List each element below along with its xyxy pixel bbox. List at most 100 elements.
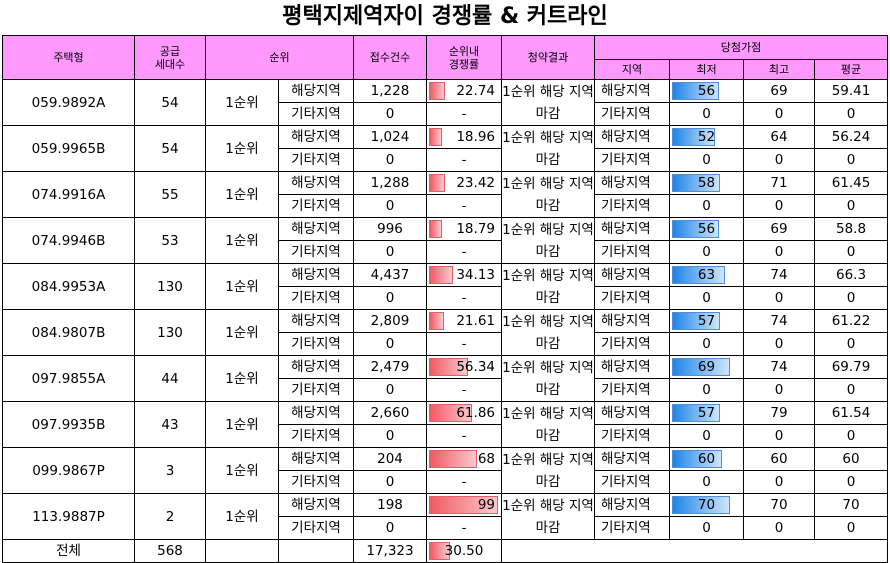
score-bar [672,174,721,192]
supply-units: 2 [134,493,206,540]
rank: 1순위 [205,493,279,540]
subscription-result: 1순위 해당 지역 마감 [501,79,595,126]
ratio-value: 99 [477,497,495,513]
subscription-result: 1순위 해당 지역 마감 [501,171,595,218]
col-header-applications: 접수건수 [353,35,427,80]
ratio-bar [429,358,469,376]
area-label: 해당지역 [278,125,354,149]
score-max: 0 [743,470,815,494]
total-row: 전체 568 17,323 30.50 [2,539,889,563]
competition-ratio: 99 [426,493,502,517]
score-region: 해당지역 [594,217,670,241]
housing-type: 097.9855A [2,355,135,402]
table-row: 059.9892A 54 1순위 해당지역 1,228 22.74 1순위 해당 지역 마감… [2,79,889,126]
supply-units: 3 [134,447,206,494]
table-row-sub: 기타지역 0- 기타지역 0 0 0 [3,148,889,172]
subscription-result: 1순위 해당 지역 마감 [501,309,595,356]
score-region: 기타지역 [594,424,670,448]
score-avg: 58.8 [813,217,889,241]
score-region: 해당지역 [594,79,670,103]
score-min-value: 56 [697,83,716,99]
score-region: 해당지역 [594,493,670,517]
score-region: 해당지역 [594,263,670,287]
area-label: 해당지역 [278,217,354,241]
score-max: 74 [743,263,815,287]
ratio-value: 34.13 [456,267,495,283]
score-bar [672,82,719,100]
housing-type: 097.9935B [2,401,135,448]
score-min: 56 [669,217,744,241]
score-min-value: 52 [697,129,716,145]
score-region: 기타지역 [594,516,670,540]
col-header-type: 주택형 [2,35,135,80]
supply-units: 130 [134,309,206,356]
score-min: 0 [669,148,744,172]
score-region: 기타지역 [594,378,670,402]
score-region: 기타지역 [594,240,670,264]
applications: 1,228 [353,79,427,103]
rank: 1순위 [205,309,279,356]
score-avg: 0 [813,516,889,540]
competition-ratio: - [426,470,502,494]
rank: 1순위 [205,447,279,494]
applications: 996 [353,217,427,241]
subscription-result: 1순위 해당 지역 마감 [501,217,595,264]
applications: 4,437 [353,263,427,287]
applications: 0 [353,148,427,172]
area-label: 해당지역 [278,355,354,379]
col-header-min: 최저 [669,59,744,80]
housing-type: 059.9965B [2,125,135,172]
table-row: 084.9807B 130 1순위 해당지역 2,809 21.61 1순위 해당 지역 마… [2,309,889,356]
ratio-bar [429,220,443,238]
score-avg: 61.22 [813,309,889,333]
score-bar [672,128,716,146]
score-avg: 59.41 [813,79,889,103]
area-label: 기타지역 [278,378,354,402]
area-label: 기타지역 [278,286,354,310]
score-region: 기타지역 [594,148,670,172]
competition-ratio: - [426,332,502,356]
score-avg: 0 [813,102,889,126]
col-header-avg: 평균 [813,59,889,80]
score-region: 해당지역 [594,171,670,195]
score-avg: 0 [813,470,889,494]
competition-ratio: 56.34 [426,355,502,379]
score-avg: 66.3 [813,263,889,287]
area-label: 해당지역 [278,493,354,517]
score-max: 0 [743,516,815,540]
table-row: 097.9855A 44 1순위 해당지역 2,479 56.34 1순위 해당 지역 마감… [2,355,889,402]
col-header-score-group: 당첨가점 [593,35,889,60]
competition-ratio: - [426,102,502,126]
housing-type: 099.9867P [2,447,135,494]
applications: 0 [353,424,427,448]
rank: 1순위 [205,171,279,218]
applications: 0 [353,470,427,494]
subscription-result: 1순위 해당 지역 마감 [501,355,595,402]
supply-units: 55 [134,171,206,218]
total-applications: 17,323 [353,539,427,563]
score-region: 해당지역 [594,355,670,379]
score-region: 기타지역 [594,102,670,126]
area-label: 해당지역 [278,401,354,425]
score-min-value: 63 [697,267,716,283]
competition-ratio: 23.42 [426,171,502,195]
total-label: 전체 [2,539,135,563]
score-max: 71 [743,171,815,195]
score-bar [672,220,719,238]
ratio-value: 68 [477,451,495,467]
competition-ratio: - [426,148,502,172]
ratio-bar [429,496,499,514]
subscription-result: 1순위 해당 지역 마감 [501,263,595,310]
total-ratio-bar [429,542,451,560]
competition-ratio: 21.61 [426,309,502,333]
housing-type: 074.9946B [2,217,135,264]
area-label: 기타지역 [278,424,354,448]
supply-units: 54 [134,79,206,126]
area-label: 해당지역 [278,263,354,287]
competition-ratio: - [426,286,502,310]
score-region: 기타지역 [594,470,670,494]
score-bar [672,496,731,514]
applications: 0 [353,516,427,540]
competition-ratio: 34.13 [426,263,502,287]
total-ratio: 30.50 [426,539,502,563]
